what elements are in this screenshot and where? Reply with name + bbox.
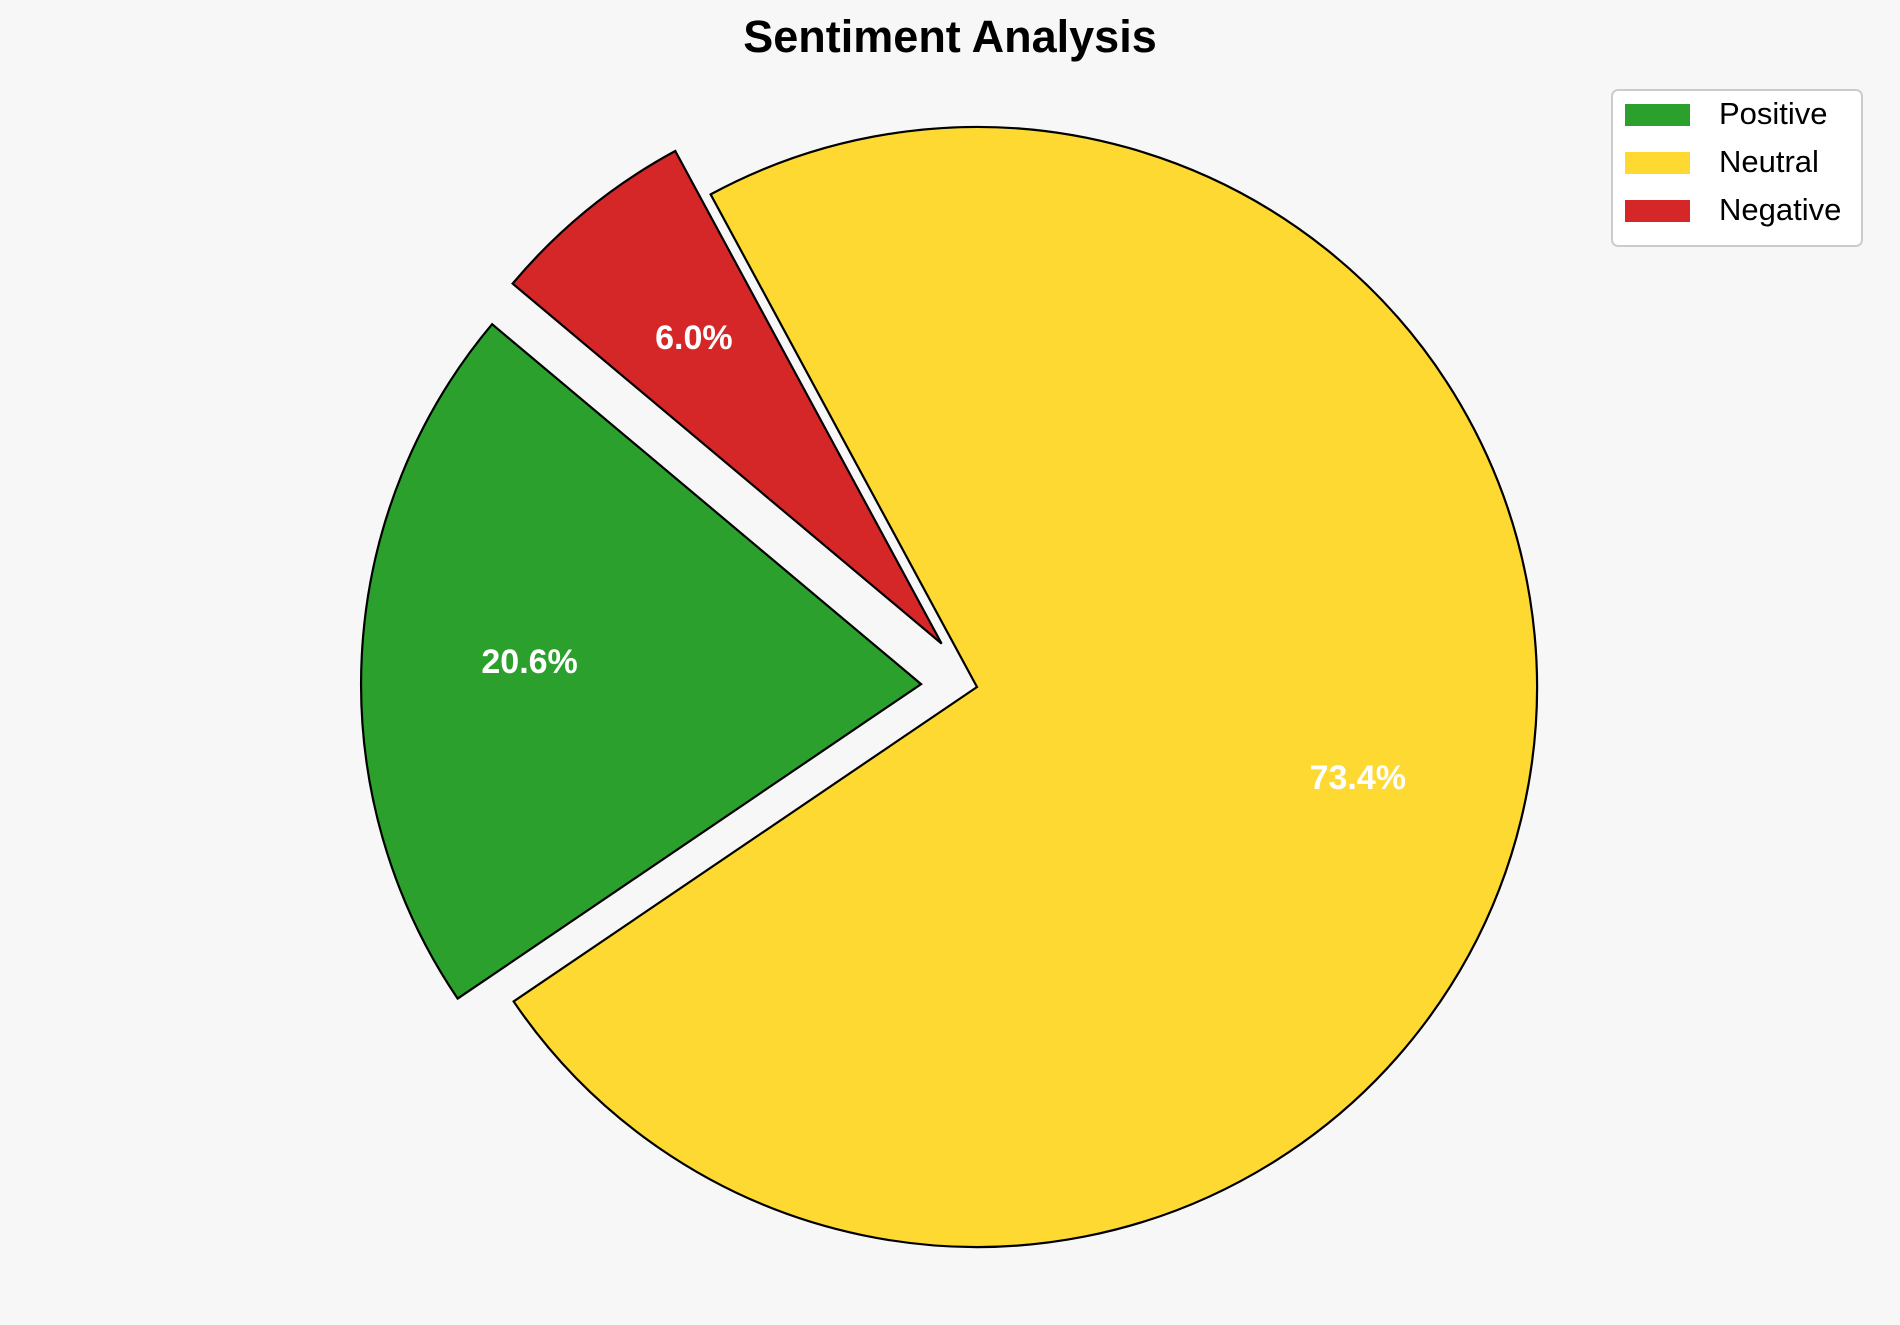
wedge-label: 20.6% [481, 643, 577, 681]
legend-label: Positive [1719, 96, 1828, 131]
legend-swatch [1625, 200, 1690, 222]
pie-wedge [359, 322, 923, 1001]
wedge-label: 6.0% [655, 319, 733, 357]
wedge-label: 73.4% [1310, 759, 1406, 797]
pie-wedge [511, 149, 943, 645]
legend-swatch [1625, 104, 1690, 126]
legend-label: Neutral [1719, 144, 1819, 179]
legend-swatch [1625, 152, 1690, 174]
pie-wedge [512, 125, 1539, 1249]
legend-label: Negative [1719, 192, 1841, 227]
chart-title: Sentiment Analysis [743, 11, 1156, 62]
